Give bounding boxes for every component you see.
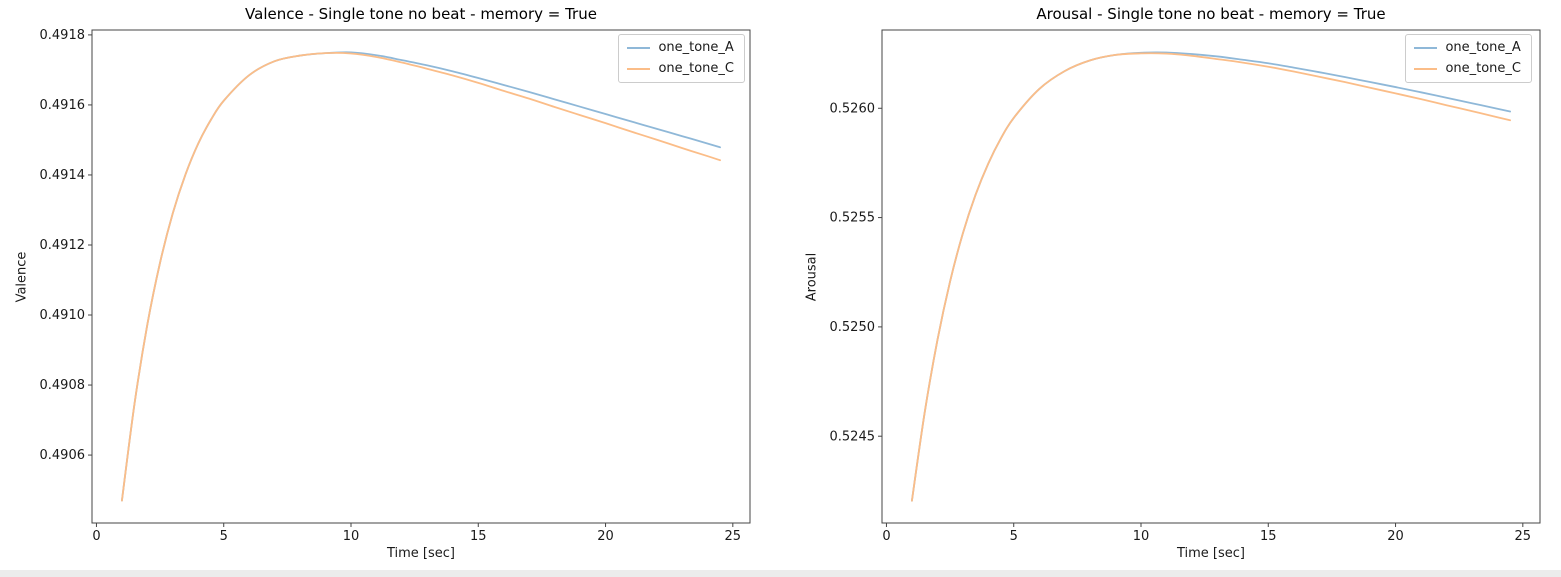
x-tick-label: 25 (725, 529, 742, 544)
y-tick-label: 0.5250 (830, 320, 876, 335)
arousal-chart-panel: Arousal - Single tone no beat - memory =… (780, 0, 1561, 577)
valence-plot-area: 0 5 10 15 20 25 0.4906 0.4908 0.4910 0.4912 0.4914… (40, 28, 751, 544)
arousal-x-axis-label: Time [sec] (1176, 546, 1245, 561)
x-tick-label: 5 (220, 529, 228, 544)
series-line-one_tone_C (911, 52, 1511, 502)
valence-chart-title: Valence - Single tone no beat - memory =… (245, 5, 597, 23)
line-swatch-one-tone-c (1414, 67, 1438, 70)
axes-frame (91, 29, 751, 524)
x-tick-label: 5 (1010, 529, 1018, 544)
x-tick-label: 20 (1387, 529, 1404, 544)
arousal-chart-title: Arousal - Single tone no beat - memory =… (1036, 5, 1386, 23)
x-tick-label: 0 (92, 529, 100, 544)
legend-item-one-tone-a: one_tone_A (1414, 40, 1521, 55)
figure-bottom-edge (0, 570, 1561, 577)
legend-label-one-tone-a: one_tone_A (658, 40, 734, 55)
axes-frame (881, 29, 1541, 524)
y-tick-label: 0.4906 (40, 448, 86, 463)
legend-label-one-tone-a: one_tone_A (1445, 40, 1521, 55)
y-tick-label: 0.5260 (830, 101, 876, 116)
y-tick-label: 0.5255 (830, 211, 876, 226)
line-swatch-one-tone-a (627, 46, 651, 49)
legend-item-one-tone-a: one_tone_A (627, 40, 734, 55)
y-tick-label: 0.4918 (40, 28, 86, 43)
legend-item-one-tone-c: one_tone_C (627, 61, 734, 76)
y-tick-label: 0.4914 (40, 168, 86, 183)
y-tick-label: 0.4916 (40, 98, 86, 113)
series-line-one_tone_C (121, 51, 721, 502)
line-swatch-one-tone-c (627, 67, 651, 70)
y-tick-label: 0.4908 (40, 378, 86, 393)
legend-item-one-tone-c: one_tone_C (1414, 61, 1521, 76)
x-tick-label: 0 (882, 529, 890, 544)
legend-label-one-tone-c: one_tone_C (1445, 61, 1521, 76)
arousal-plot-area: 0 5 10 15 20 25 0.5245 0.5250 0.5255 0.5260 (830, 29, 1541, 544)
x-tick-label: 10 (1133, 529, 1150, 544)
series-line-one_tone_A (911, 51, 1511, 502)
x-tick-label: 15 (470, 529, 487, 544)
valence-legend: one_tone_A one_tone_C (618, 34, 745, 83)
valence-x-axis-label: Time [sec] (386, 546, 455, 561)
valence-chart-panel: Valence - Single tone no beat - memory =… (0, 0, 780, 577)
x-tick-label: 20 (597, 529, 614, 544)
y-tick-label: 0.4912 (40, 238, 86, 253)
x-tick-label: 15 (1260, 529, 1277, 544)
line-swatch-one-tone-a (1414, 46, 1438, 49)
x-tick-label: 25 (1515, 529, 1532, 544)
y-tick-label: 0.4910 (40, 308, 86, 323)
legend-label-one-tone-c: one_tone_C (658, 61, 734, 76)
arousal-legend: one_tone_A one_tone_C (1405, 34, 1532, 83)
y-tick-label: 0.5245 (830, 429, 876, 444)
x-tick-label: 10 (343, 529, 360, 544)
